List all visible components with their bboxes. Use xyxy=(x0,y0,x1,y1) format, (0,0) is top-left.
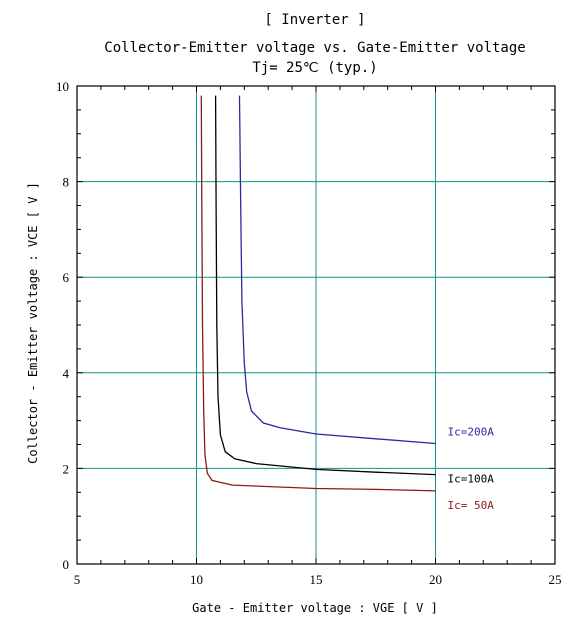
chart-title: [ Inverter ] xyxy=(264,12,365,28)
series-line xyxy=(238,95,436,445)
x-tick-label: 10 xyxy=(190,572,203,587)
series-line xyxy=(214,95,436,476)
series-label: Ic=200A xyxy=(448,426,495,439)
y-tick-label: 10 xyxy=(56,79,69,94)
x-tick-label: 25 xyxy=(549,572,562,587)
y-tick-label: 6 xyxy=(63,270,70,285)
y-tick-label: 4 xyxy=(63,366,70,381)
gridlines xyxy=(77,86,555,564)
series-lines xyxy=(200,95,436,492)
y-tick-label: 0 xyxy=(63,557,70,572)
x-tick-label: 15 xyxy=(310,572,323,587)
x-tick-label: 5 xyxy=(74,572,81,587)
series-label: Ic= 50A xyxy=(448,499,495,512)
series-line xyxy=(200,95,436,492)
x-tick-label: 20 xyxy=(429,572,442,587)
chart-condition: Tj= 25℃ (typ.) xyxy=(252,60,377,76)
y-tick-label: 8 xyxy=(63,175,70,190)
y-tick-label: 2 xyxy=(63,461,70,476)
x-axis-label: Gate - Emitter voltage : VGE [ V ] xyxy=(192,601,438,615)
series-label: Ic=100A xyxy=(448,473,495,486)
series-labels: Ic=200A Ic=100A Ic= 50A xyxy=(448,426,495,512)
chart-subtitle: Collector-Emitter voltage vs. Gate-Emitt… xyxy=(104,40,525,56)
axis-ticks: 5 10 15 20 25 0 2 4 6 8 10 xyxy=(56,79,562,587)
y-axis-label: Collector - Emitter voltage : VCE [ V ] xyxy=(26,182,40,464)
